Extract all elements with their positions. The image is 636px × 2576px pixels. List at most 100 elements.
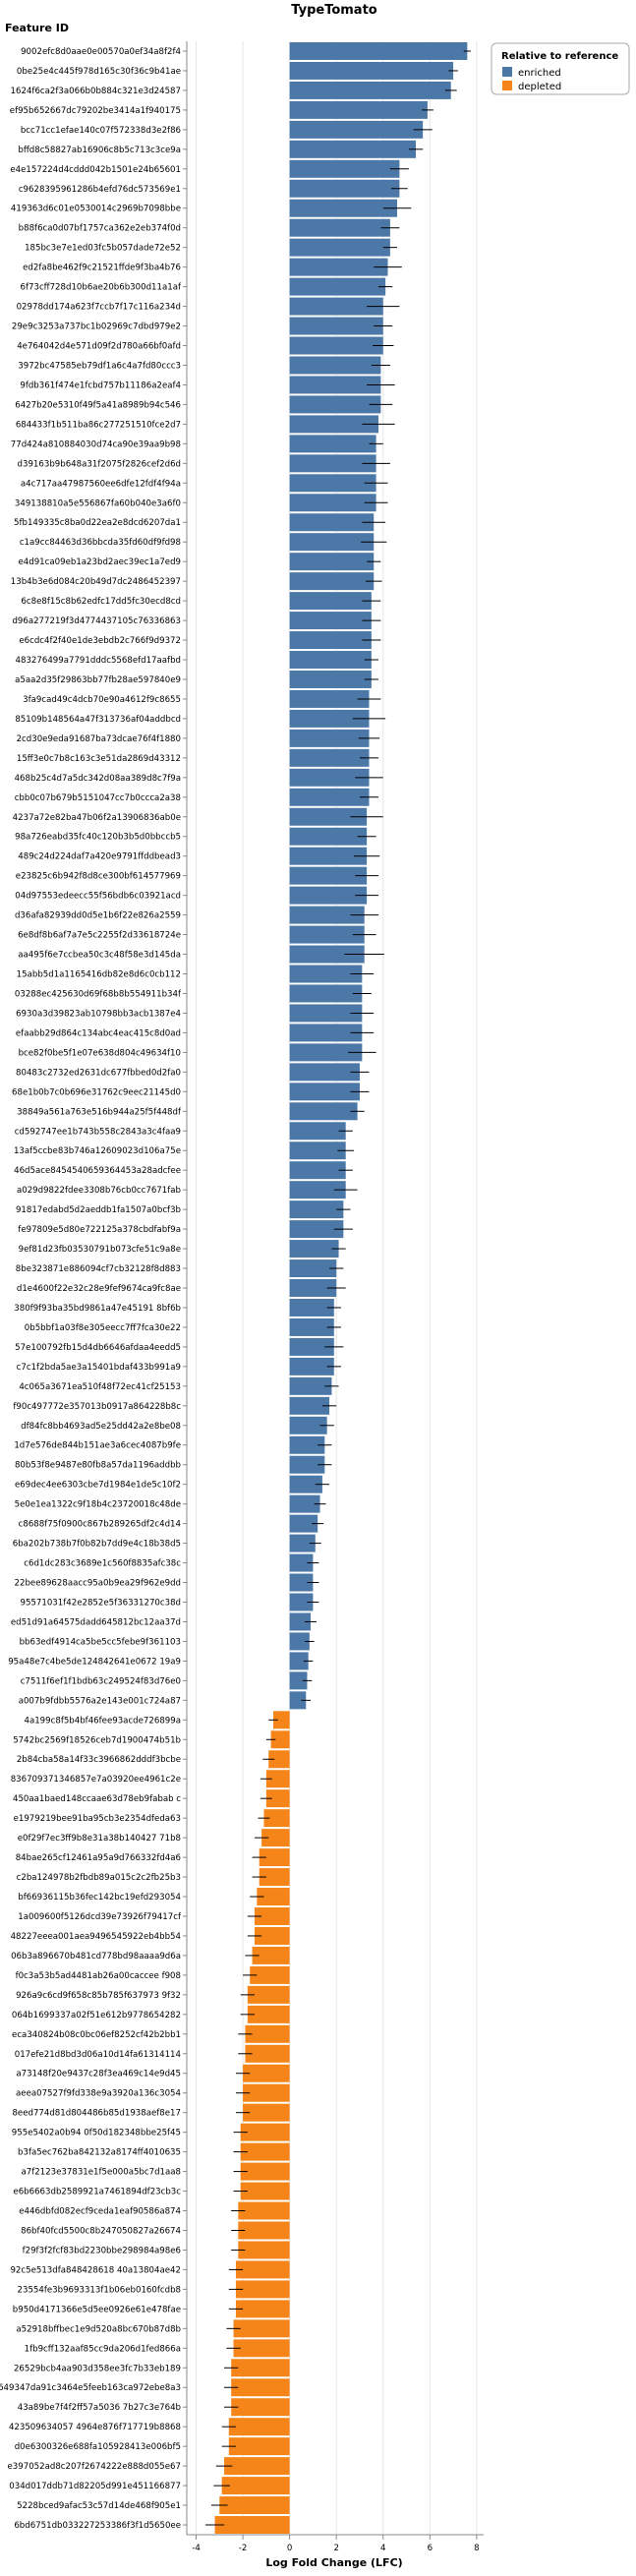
bar-enriched: [289, 1004, 363, 1023]
y-tick-label: f29f3f2fcf83bd2230bbe298984a98e6: [23, 2246, 181, 2255]
bar-enriched: [289, 435, 376, 453]
bar-enriched: [289, 748, 370, 767]
y-tick-label: c9628395961286b4efd76dc573569e1: [19, 185, 181, 195]
bar-enriched: [289, 376, 381, 394]
y-tick-label: e4e157224d4cddd042b1501e24b65601: [10, 165, 181, 175]
legend: Relative to reference enriched depleted: [491, 42, 630, 95]
y-tick-label: a7f2123e37831e1f5e000a5bc7d1aa8: [22, 2168, 182, 2178]
bar-enriched: [289, 729, 370, 747]
bar-depleted: [238, 2221, 290, 2240]
bar-enriched: [289, 1593, 314, 1611]
bar-depleted: [252, 1946, 290, 1964]
y-tick-label: 489c24d224daf7a420e9791ffddbead3: [18, 852, 181, 862]
bar-enriched: [289, 1691, 307, 1710]
x-axis: -4 -2 0 2 4 6 8: [186, 41, 484, 2553]
y-tick-label: 185bc3e7e1ed03fc5b057dade72e52: [25, 244, 181, 254]
bar-depleted: [238, 2201, 290, 2220]
y-tick-label: 926a9c6cd9f658c85b785f637973 9f32: [16, 1991, 181, 2001]
legend-swatch-enriched: [502, 67, 512, 77]
bar-depleted: [265, 1789, 290, 1808]
bar-enriched: [289, 1024, 363, 1042]
bar-enriched: [289, 317, 383, 335]
y-tick-label: cbb0c07b679b5151047cc7b0ccca2a38: [15, 793, 181, 803]
y-tick-label: 0b5bbf1a03f8e305eecc7ff7fca30e22: [25, 1323, 181, 1333]
y-tick-label: 80483c2732ed2631dc677fbbed0d2fa0: [16, 1068, 181, 1078]
bar-enriched: [289, 1671, 308, 1690]
y-tick-label: 419363d6c01e0530014c2969b7098bbe: [11, 205, 181, 214]
bar-enriched: [289, 827, 368, 846]
y-tick-label: c8688f75f0900c867b289265df2c4d14: [19, 1520, 181, 1530]
y-tick-label: e397052ad8c207f2674222e888d055e67: [8, 2462, 181, 2472]
bar-depleted: [221, 2477, 290, 2495]
bar-enriched: [289, 945, 365, 964]
y-tick-label: e446dbfd082ecf9ceda1eaf90586a874: [19, 2207, 181, 2217]
y-tick-label: a007b9fdbb5576a2e143e001c724a87: [19, 1696, 181, 1706]
bar-depleted: [259, 1868, 290, 1887]
y-tick-label: 6e8df8b6af7a7e5c2255f2d33618724e: [18, 931, 181, 941]
bar-enriched: [289, 1240, 339, 1259]
y-tick-label: ed51d91a64575dadd645812bc12aa37d: [11, 1617, 181, 1627]
y-tick-label: 15abb5d1a1165416db82e8d6c0cb112: [17, 970, 181, 980]
y-tick-label: 91817edabd5d2aeddb1fa1507a0bcf3b: [16, 1205, 181, 1215]
y-tick-label: 2cd30e9eda91687ba73dcae76f4f1880: [17, 734, 181, 744]
y-tick-label: 98a726eabd35fc40c120b3b5d0bbccb5: [15, 833, 181, 843]
y-tick-label: c7c1f2bda5ae3a15401bdaf433b991a9: [17, 1363, 181, 1373]
y-tick-label: efaabb29d864c134abc4eac415c8d0ad: [16, 1028, 181, 1038]
y-tick-label: a029d9822fdee3308b76cb0cc7671fab: [17, 1186, 181, 1196]
y-tick-label: 6f73cff728d10b6ae20b6b300d11a1af: [21, 283, 182, 293]
y-tick-label: 06b3a896670b481cd778bd98aaaa9d6a: [11, 1952, 181, 1961]
y-tick-label: 2b84cba58a14f33c3966862dddf3bcbe: [17, 1755, 181, 1765]
bar-enriched: [289, 1102, 358, 1121]
bar-depleted: [243, 2064, 290, 2082]
y-tick-label: f0c3a53b5ad4481ab26a00caccee f908: [16, 1971, 181, 1981]
bar-depleted: [219, 2496, 290, 2515]
bar-depleted: [268, 1750, 290, 1769]
y-tick-label: 48227eeea001aea9496545922eb4bb54: [11, 1932, 181, 1942]
bar-enriched: [289, 807, 368, 826]
bar-depleted: [238, 2241, 290, 2259]
y-tick-label: a5aa2d35f29863bb77fb28ae597840e9: [15, 675, 181, 685]
y-tick-label: c6d1dc283c3689e1c560f8835afc38c: [24, 1559, 181, 1569]
bar-depleted: [272, 1711, 290, 1729]
bar-enriched: [289, 1435, 325, 1454]
bar-enriched: [289, 1534, 316, 1552]
y-tick-label: 5742bc2569f18526ceb7d1900474b51b: [13, 1735, 181, 1745]
bar-depleted: [250, 1965, 290, 1984]
y-tick-label: ef95b652667dc79202be3414a1f940175: [10, 106, 181, 116]
y-tick-label: 43a89be7f4f2ff57a5036 7b27c3e764b: [18, 2403, 181, 2413]
bar-depleted: [233, 2339, 290, 2358]
bar-enriched: [289, 925, 365, 944]
y-tick-label: 450aa1baed148ccaae63d78eb9fabab c: [13, 1794, 181, 1804]
bar-enriched: [289, 1632, 310, 1651]
bar-enriched: [289, 592, 372, 611]
chart-title: TypeTomato: [291, 3, 377, 18]
y-tick-label: 3fa9cad49c4dcb70e90a4612f9c8655: [23, 695, 181, 705]
bar-enriched: [289, 1652, 309, 1670]
y-tick-label: 22bee89628aacc95a0b9ea29f962e9dd: [15, 1579, 181, 1589]
y-tick-label: e6cdc4f2f40e1de3ebdb2c766f9d9372: [19, 636, 181, 646]
bar-enriched: [289, 1612, 312, 1631]
bar-enriched: [289, 238, 390, 257]
bar-enriched: [289, 1396, 330, 1415]
bar-enriched: [289, 199, 398, 217]
bar-depleted: [235, 2300, 290, 2318]
y-tick-label: 02978dd174a623f7ccb7f17c116a234d: [17, 303, 181, 313]
y-tick-label: bffd8c58827ab16906c8b5c713c3ce9a: [18, 146, 181, 155]
y-tick-label: 04d97553edeecc55f56bdb6c03921acd: [15, 892, 181, 902]
bar-depleted: [228, 2418, 290, 2436]
bar-enriched: [289, 1416, 327, 1434]
y-tick-label: e23825c6b942f8d8ce300bf614577969: [16, 872, 181, 882]
y-tick-label: 46d5ace8454540659364453a28adcfee: [14, 1166, 181, 1176]
y-tick-label: b88f6ca0d07bf1757ca362e2eb374f0d: [19, 224, 181, 234]
bar-enriched: [289, 120, 424, 139]
y-tick-label: cd592747ee1b743b558c2843a3c4faa9: [15, 1127, 181, 1137]
y-tick-label: 5fb149335c8ba0d22ea2e8dcd6207da1: [14, 518, 181, 528]
bar-enriched: [289, 612, 372, 630]
x-tick-label: 0: [287, 2544, 292, 2553]
y-tick-label: 77d424a810884030d74ca90e39aa9b98: [11, 439, 181, 449]
y-tick-label: 9fdb361f474e1fcbd757b11186a2eaf4: [20, 381, 181, 390]
bar-enriched: [289, 689, 370, 708]
bar-enriched: [289, 1063, 360, 1082]
bar-enriched: [289, 670, 372, 688]
